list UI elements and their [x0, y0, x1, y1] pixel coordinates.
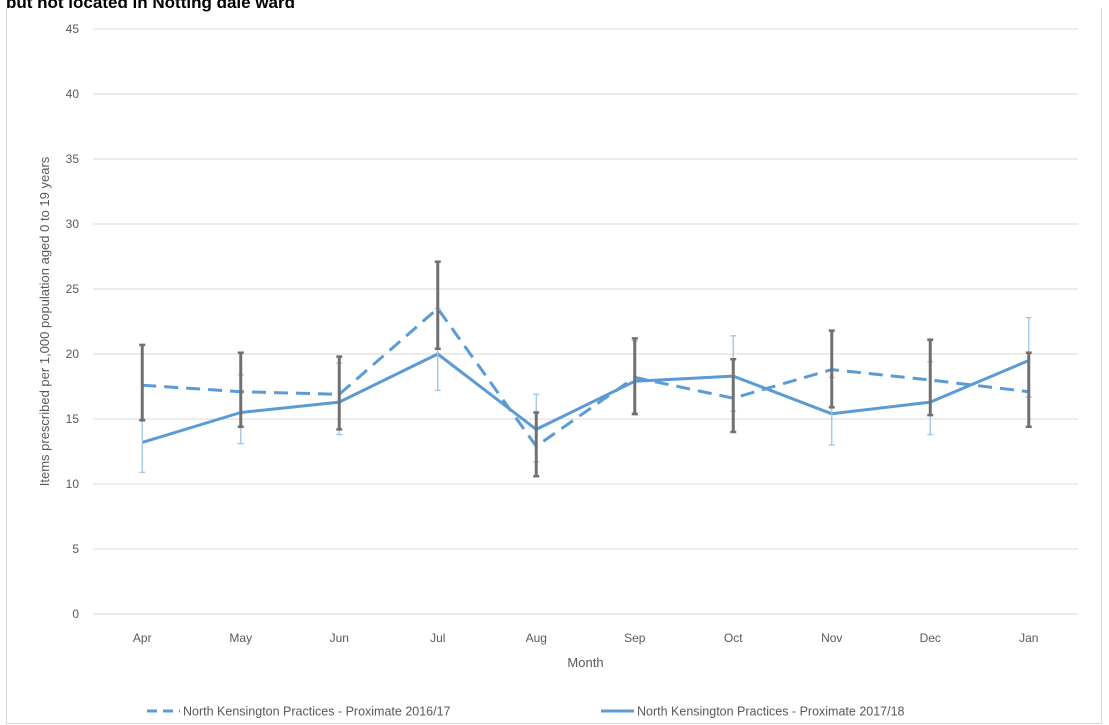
chart-title: but not located in Notting dale ward [6, 0, 295, 12]
chart-frame [6, 8, 1102, 724]
series-line-2016-17 [142, 307, 1029, 448]
y-tick-label: 30 [66, 217, 80, 231]
y-tick-label: 10 [66, 477, 80, 491]
y-tick-label: 35 [66, 152, 80, 166]
y-axis-label: Items prescribed per 1,000 population ag… [37, 156, 52, 486]
series-line-2017-18 [141, 352, 1030, 444]
y-axis-ticks: 0 5 10 15 20 25 30 35 40 45 [66, 22, 80, 621]
error-bars-layer [139, 260, 1032, 478]
x-tick-label: Nov [821, 631, 842, 645]
x-axis-ticks: Apr May Jun Jul Aug Sep Oct Nov Dec Jan [133, 631, 1039, 645]
y-tick-label: 0 [72, 607, 79, 621]
legend-label: North Kensington Practices - Proximate 2… [637, 705, 905, 719]
x-tick-label: Jan [1019, 631, 1038, 645]
x-tick-label: Jun [330, 631, 349, 645]
x-tick-label: Aug [526, 631, 547, 645]
y-tick-label: 40 [66, 87, 80, 101]
x-tick-label: Apr [133, 631, 152, 645]
gridlines [93, 28, 1078, 615]
y-tick-label: 20 [66, 347, 80, 361]
legend: North Kensington Practices - Proximate 2… [147, 705, 905, 719]
x-tick-label: Sep [624, 631, 646, 645]
y-tick-label: 5 [72, 542, 79, 556]
x-tick-label: Dec [920, 631, 941, 645]
x-axis-label: Month [567, 655, 603, 670]
y-tick-label: 25 [66, 282, 80, 296]
x-tick-label: Jul [430, 631, 445, 645]
y-tick-label: 45 [66, 22, 80, 36]
y-tick-label: 15 [66, 412, 80, 426]
x-tick-label: Oct [724, 631, 743, 645]
legend-label: North Kensington Practices - Proximate 2… [183, 705, 451, 719]
x-tick-label: May [229, 631, 252, 645]
series-layer [141, 307, 1030, 448]
